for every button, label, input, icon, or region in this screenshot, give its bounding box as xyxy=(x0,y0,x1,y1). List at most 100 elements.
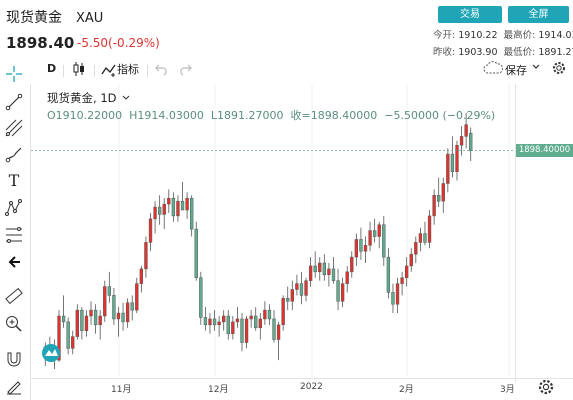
candle xyxy=(226,310,230,340)
x-label-dec: 12月 xyxy=(208,385,229,395)
candle xyxy=(249,310,253,328)
candle xyxy=(359,227,363,261)
candle-body xyxy=(322,262,326,276)
candle-body xyxy=(446,153,450,184)
candle xyxy=(400,271,404,296)
candle-body xyxy=(139,268,144,284)
candle-body xyxy=(469,132,473,151)
candle-body xyxy=(61,315,66,323)
instrument-name: 现货黄金 xyxy=(6,10,62,26)
candle xyxy=(295,274,299,296)
candle-body xyxy=(98,315,102,326)
candle xyxy=(272,310,276,343)
candle xyxy=(459,126,464,156)
candle-body xyxy=(368,230,372,246)
candle xyxy=(93,304,98,334)
save-button[interactable]: 保存 xyxy=(505,64,527,77)
crosshair-icon[interactable] xyxy=(4,64,24,84)
candle-body xyxy=(382,224,386,258)
candlestick-chart[interactable] xyxy=(31,84,573,382)
candle-body xyxy=(295,283,299,290)
candle xyxy=(267,304,272,325)
candle xyxy=(331,257,336,284)
candle-body xyxy=(459,136,464,146)
lock-drawing-icon[interactable] xyxy=(4,376,24,396)
candle xyxy=(208,313,212,334)
candle-body xyxy=(66,321,70,349)
top-toolbar: D 指标 保存 xyxy=(0,57,573,83)
settings-gear-icon[interactable] xyxy=(552,61,566,78)
candle-body xyxy=(391,292,395,305)
candle xyxy=(157,195,162,225)
arrow-left-icon[interactable] xyxy=(4,252,24,272)
brush-icon[interactable] xyxy=(4,145,24,165)
zoom-in-icon[interactable] xyxy=(4,314,24,334)
legend-change: −5.50000 (−0.29%) xyxy=(384,109,496,122)
candle xyxy=(171,192,176,222)
trade-button[interactable]: 交易 xyxy=(438,6,502,23)
candle-type-icon[interactable] xyxy=(72,61,86,80)
ruler-icon[interactable] xyxy=(4,286,24,306)
chevron-down-icon[interactable] xyxy=(531,60,541,77)
cloud-logo-icon xyxy=(42,344,60,362)
pattern-icon[interactable] xyxy=(4,198,24,218)
candle xyxy=(176,195,180,222)
last-price-tag: 1898.40000 xyxy=(516,144,573,158)
chart-settings-gear-icon[interactable] xyxy=(537,378,555,396)
candle xyxy=(103,280,107,322)
candle-body xyxy=(71,336,75,349)
candle xyxy=(372,218,377,243)
candle xyxy=(313,251,317,278)
candle-body xyxy=(340,283,345,302)
undo-icon[interactable] xyxy=(155,62,169,79)
candle-body xyxy=(84,315,89,331)
candle-body xyxy=(313,265,317,273)
toolbar-divider xyxy=(63,65,64,77)
magnet-icon[interactable] xyxy=(4,349,24,369)
candle xyxy=(235,307,240,328)
interval-selector[interactable]: D xyxy=(47,62,57,75)
legend-chevron-icon[interactable] xyxy=(122,94,130,102)
cloud-icon[interactable] xyxy=(483,61,504,78)
x-label-mar: 3月 xyxy=(500,385,515,395)
x-label-2022: 2022 xyxy=(300,382,323,392)
candle xyxy=(437,177,441,208)
candle-body xyxy=(455,144,459,172)
candle xyxy=(405,257,409,287)
redo-icon[interactable] xyxy=(178,62,192,79)
candle-body xyxy=(299,283,304,296)
candle xyxy=(290,280,294,311)
stats-row-2: 昨收: 1903.90 最低价: 1891.27 xyxy=(433,44,573,58)
candle xyxy=(340,277,345,308)
ohlc-legend: O1910.22000 H1914.03000 L1891.27000 收=18… xyxy=(47,107,495,123)
candle xyxy=(148,212,153,252)
trendline-icon[interactable] xyxy=(4,92,24,112)
high-label: 最高价: xyxy=(503,30,536,41)
candle-body xyxy=(350,256,354,273)
candle xyxy=(162,198,166,230)
candle xyxy=(107,271,111,303)
pitchfork-icon[interactable] xyxy=(4,118,24,138)
low-label: 最低价: xyxy=(503,47,536,58)
prev-close-value: 1903.90 xyxy=(458,47,498,58)
fullscreen-button[interactable]: 全屏 xyxy=(508,6,569,23)
candle xyxy=(354,233,359,266)
text-tool-icon[interactable]: T xyxy=(8,171,20,190)
candle-body xyxy=(414,242,418,255)
candle-body xyxy=(231,321,235,334)
candle-body xyxy=(103,286,107,317)
candle xyxy=(167,189,171,213)
candle xyxy=(263,301,267,325)
candle-body xyxy=(272,318,276,340)
candle-body xyxy=(267,309,272,320)
candle xyxy=(199,271,203,325)
candle xyxy=(222,310,226,331)
candle xyxy=(130,295,134,321)
indicators-button[interactable]: 指标 xyxy=(101,61,139,77)
candle xyxy=(327,263,331,287)
candle-body xyxy=(222,315,226,323)
fib-retracement-icon[interactable] xyxy=(4,225,24,245)
candle-body xyxy=(194,228,198,278)
legend-close: 收=1898.40000 xyxy=(290,109,378,122)
high-value: 1914.03 xyxy=(538,30,573,41)
